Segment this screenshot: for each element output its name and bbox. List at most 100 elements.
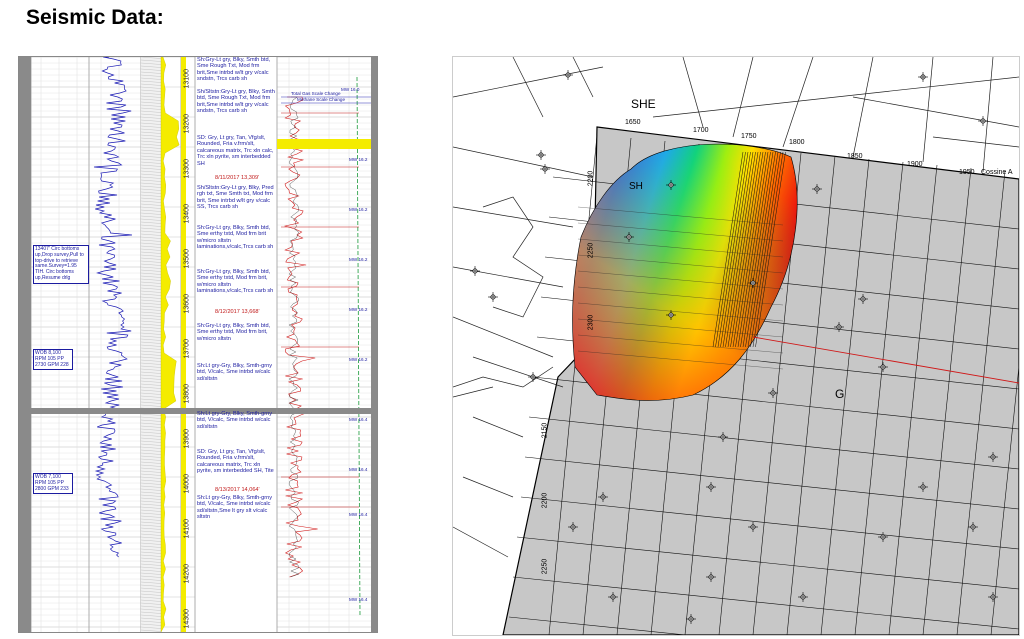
parcel-line [852,96,1019,128]
depth-label: 13600 [183,294,191,314]
seismic-outline [572,143,798,401]
lithology-hatch [140,368,162,371]
log-frame-left [19,57,31,632]
lithology-hatch [140,620,162,623]
lithology-hatch [140,362,162,365]
lithology-description: SD: Gry, Lt gry, Tan, Vfg/slt, Rounded, … [197,449,274,475]
lithology-hatch [140,503,162,506]
lithology-hatch [140,119,162,122]
lithology-hatch [140,311,162,314]
lithology-hatch [140,254,162,257]
lithology-hatch [140,74,162,77]
lithology-hatch [140,461,162,464]
lithology-description: Sh:Lt gry-Gry, Blky, Smth-grny btd, V/ca… [197,363,273,382]
lithology-hatch [140,482,162,485]
lithology-hatch [140,137,162,140]
lithology-description: Sh:Lt gry-Gry, Blky, Smth-grny btd, V/ca… [197,411,273,430]
lithology-hatch [140,611,162,614]
lithology-hatch [140,116,162,119]
lithology-hatch [140,194,162,197]
lithology-hatch [140,512,162,515]
seismic-heatmap-overlay [572,144,798,401]
grid-line [528,416,1019,470]
grid-line [508,616,689,635]
lithology-hatch [140,617,162,620]
map-grid-number: 1650 [625,119,641,126]
gas-track-label: MW 16.4 [349,467,368,472]
parcel-line [453,386,494,398]
seismic-trace [737,151,769,348]
seismic-trace [577,334,784,354]
lithology-hatch [140,287,162,290]
seismic-trace [577,206,784,226]
well-symbol [666,310,676,320]
lithology-hatch [140,335,162,338]
lithology-hatch [140,323,162,326]
gas-track-label: MW 16.2 [349,207,368,212]
lithology-hatch [140,248,162,251]
lithology-hatch [140,371,162,374]
parcel-line [453,66,604,98]
lithology-hatch [140,356,162,359]
lithology-hatch [140,449,162,452]
lithology-hatch [140,290,162,293]
lithology-hatch [140,272,162,275]
lithology-hatch [140,329,162,332]
seismic-trace [745,151,776,348]
seismic-trace [740,151,771,348]
depth-label: 13300 [183,159,191,179]
gamma-curve [93,57,133,558]
parcel-line [453,526,509,558]
lithology-hatch [140,587,162,590]
lithology-hatch [140,176,162,179]
lithology-hatch [140,92,162,95]
lithology-hatch [140,599,162,602]
lithology-hatch [140,251,162,254]
well-symbol [968,522,978,532]
grid-line [888,164,938,635]
lithology-hatch [140,155,162,158]
lithology-hatch [140,395,162,398]
parcel-line [572,57,594,98]
gas-track-label: MW 16.2 [349,257,368,262]
lithology-hatch [140,161,162,164]
lithology-hatch [140,419,162,422]
lithology-hatch [140,341,162,344]
gas-track-label: Total Gas Scale Change [291,91,341,96]
lithology-hatch [140,578,162,581]
grid-line [990,363,1019,635]
lithology-hatch [140,101,162,104]
parcel-line [512,57,544,118]
map-grid-number: 2250 [587,242,595,259]
lithology-hatch [140,497,162,500]
depth-label: 13400 [183,204,191,224]
seismic-map-panel: SHE G SH Cossine A 1650 1700 1750 1800 1850 1… [452,56,1020,636]
lithology-hatch [140,437,162,440]
lithology-hatch [140,89,162,92]
gas-track-label: MW 16.4 [349,417,368,422]
parcel-line [982,57,994,173]
lithology-hatch [140,551,162,554]
parcel-line [472,416,524,438]
grid-line [956,170,1006,635]
map-grid-number: 1800 [789,139,805,146]
seismic-trace [732,151,764,348]
lithology-hatch [140,308,162,311]
grid-line [512,576,1019,630]
gas-track-label: Methane Scale Change [297,97,346,102]
log-date-label: 8/13/2017 14,064' [215,487,260,493]
grid-line [922,167,972,635]
seismic-trace [725,151,756,348]
lithology-hatch [140,524,162,527]
lithology-hatch [140,347,162,350]
lithology-hatch [140,596,162,599]
lithology-hatch [140,428,162,431]
lithology-hatch [140,185,162,188]
seismic-trace [712,151,744,348]
seismic-trace [577,238,784,258]
lithology-hatch [140,488,162,491]
lithology-hatch [140,443,162,446]
parcel-line [472,356,564,388]
lithology-hatch [140,593,162,596]
lithology-hatch [140,557,162,560]
